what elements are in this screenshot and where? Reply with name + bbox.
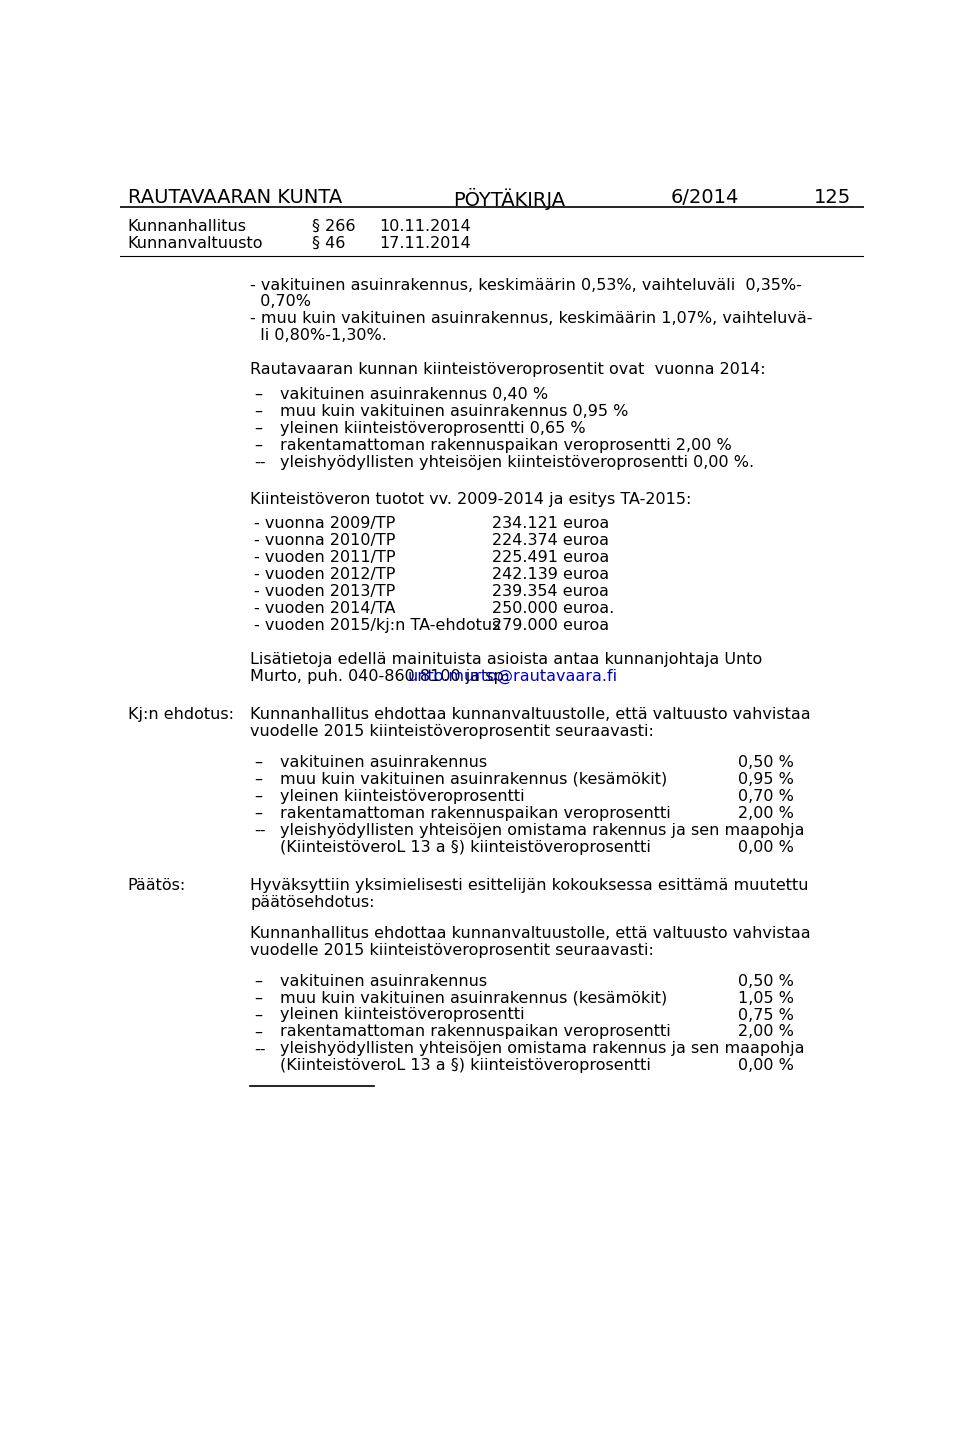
Text: 242.139 euroa: 242.139 euroa: [492, 567, 610, 583]
Text: 239.354 euroa: 239.354 euroa: [492, 584, 609, 599]
Text: –: –: [254, 991, 262, 1005]
Text: –: –: [254, 1024, 262, 1039]
Text: Hyväksyttiin yksimielisesti esittelijän kokouksessa esittämä muutettu: Hyväksyttiin yksimielisesti esittelijän …: [251, 878, 808, 894]
Text: –: –: [254, 974, 262, 988]
Text: PÖYTÄKIRJA: PÖYTÄKIRJA: [453, 189, 565, 211]
Text: yleinen kiinteistöveroprosentti: yleinen kiinteistöveroprosentti: [279, 1007, 524, 1023]
Text: Rautavaaran kunnan kiinteistöveroprosentit ovat  vuonna 2014:: Rautavaaran kunnan kiinteistöveroprosent…: [251, 362, 766, 378]
Text: Kunnanhallitus ehdottaa kunnanvaltuustolle, että valtuusto vahvistaa: Kunnanhallitus ehdottaa kunnanvaltuustol…: [251, 708, 811, 722]
Text: –: –: [254, 404, 262, 418]
Text: 0,00 %: 0,00 %: [738, 840, 794, 854]
Text: –: –: [254, 1007, 262, 1023]
Text: päätösehdotus:: päätösehdotus:: [251, 895, 374, 910]
Text: –: –: [254, 756, 262, 770]
Text: 0,70 %: 0,70 %: [738, 789, 794, 804]
Text: Lisätietoja edellä mainituista asioista antaa kunnanjohtaja Unto: Lisätietoja edellä mainituista asioista …: [251, 652, 762, 667]
Text: vuodelle 2015 kiinteistöveroprosentit seuraavasti:: vuodelle 2015 kiinteistöveroprosentit se…: [251, 943, 654, 958]
Text: 0,75 %: 0,75 %: [738, 1007, 794, 1023]
Text: muu kuin vakituinen asuinrakennus (kesämökit): muu kuin vakituinen asuinrakennus (kesäm…: [279, 772, 667, 788]
Text: - vuoden 2014/TA: - vuoden 2014/TA: [254, 602, 396, 616]
Text: 0,50 %: 0,50 %: [738, 756, 794, 770]
Text: 234.121 euroa: 234.121 euroa: [492, 516, 610, 532]
Text: Murto, puh. 040-860 8100 ja sp:: Murto, puh. 040-860 8100 ja sp:: [251, 668, 515, 684]
Text: unto.murto@rautavaara.fi: unto.murto@rautavaara.fi: [408, 668, 618, 684]
Text: yleinen kiinteistöveroprosentti 0,65 %: yleinen kiinteistöveroprosentti 0,65 %: [279, 421, 586, 436]
Text: 0,00 %: 0,00 %: [738, 1058, 794, 1074]
Text: –: –: [254, 772, 262, 788]
Text: Kunnanhallitus ehdottaa kunnanvaltuustolle, että valtuusto vahvistaa: Kunnanhallitus ehdottaa kunnanvaltuustol…: [251, 926, 811, 942]
Text: –: –: [254, 437, 262, 453]
Text: yleinen kiinteistöveroprosentti: yleinen kiinteistöveroprosentti: [279, 789, 524, 804]
Text: Kiinteistöveron tuotot vv. 2009-2014 ja esitys TA-2015:: Kiinteistöveron tuotot vv. 2009-2014 ja …: [251, 491, 691, 507]
Text: - vuonna 2009/TP: - vuonna 2009/TP: [254, 516, 396, 532]
Text: Kunnanhallitus: Kunnanhallitus: [128, 219, 247, 234]
Text: 6/2014: 6/2014: [670, 189, 738, 208]
Text: Kj:n ehdotus:: Kj:n ehdotus:: [128, 708, 233, 722]
Text: 2,00 %: 2,00 %: [738, 1024, 794, 1039]
Text: –: –: [254, 386, 262, 402]
Text: vakituinen asuinrakennus: vakituinen asuinrakennus: [279, 974, 487, 988]
Text: - vuoden 2011/TP: - vuoden 2011/TP: [254, 551, 396, 565]
Text: 225.491 euroa: 225.491 euroa: [492, 551, 610, 565]
Text: vakituinen asuinrakennus 0,40 %: vakituinen asuinrakennus 0,40 %: [279, 386, 548, 402]
Text: rakentamattoman rakennuspaikan veroprosentti: rakentamattoman rakennuspaikan veroprose…: [279, 806, 670, 821]
Text: (KiinteistöveroL 13 a §) kiinteistöveroprosentti: (KiinteistöveroL 13 a §) kiinteistöverop…: [279, 840, 651, 854]
Text: (KiinteistöveroL 13 a §) kiinteistöveroprosentti: (KiinteistöveroL 13 a §) kiinteistöverop…: [279, 1058, 651, 1074]
Text: - vakituinen asuinrakennus, keskimäärin 0,53%, vaihteluväli  0,35%-: - vakituinen asuinrakennus, keskimäärin …: [251, 278, 802, 292]
Text: 1,05 %: 1,05 %: [738, 991, 794, 1005]
Text: 0,70%: 0,70%: [251, 295, 311, 309]
Text: Kunnanvaltuusto: Kunnanvaltuusto: [128, 235, 263, 251]
Text: –: –: [254, 421, 262, 436]
Text: li 0,80%-1,30%.: li 0,80%-1,30%.: [251, 328, 387, 343]
Text: vakituinen asuinrakennus: vakituinen asuinrakennus: [279, 756, 487, 770]
Text: --: --: [254, 455, 266, 469]
Text: - vuoden 2013/TP: - vuoden 2013/TP: [254, 584, 396, 599]
Text: 224.374 euroa: 224.374 euroa: [492, 533, 609, 548]
Text: 0,50 %: 0,50 %: [738, 974, 794, 988]
Text: § 266: § 266: [312, 219, 356, 234]
Text: rakentamattoman rakennuspaikan veroprosentti 2,00 %: rakentamattoman rakennuspaikan veroprose…: [279, 437, 732, 453]
Text: RAUTAVAARAN KUNTA: RAUTAVAARAN KUNTA: [128, 189, 342, 208]
Text: 0,95 %: 0,95 %: [738, 772, 794, 788]
Text: –: –: [254, 789, 262, 804]
Text: –: –: [254, 806, 262, 821]
Text: 250.000 euroa.: 250.000 euroa.: [492, 602, 614, 616]
Text: --: --: [254, 1042, 266, 1056]
Text: 17.11.2014: 17.11.2014: [379, 235, 471, 251]
Text: muu kuin vakituinen asuinrakennus 0,95 %: muu kuin vakituinen asuinrakennus 0,95 %: [279, 404, 628, 418]
Text: muu kuin vakituinen asuinrakennus (kesämökit): muu kuin vakituinen asuinrakennus (kesäm…: [279, 991, 667, 1005]
Text: --: --: [254, 822, 266, 838]
Text: § 46: § 46: [312, 235, 346, 251]
Text: Päätös:: Päätös:: [128, 878, 186, 894]
Text: yleishyödyllisten yhteisöjen omistama rakennus ja sen maapohja: yleishyödyllisten yhteisöjen omistama ra…: [279, 822, 804, 838]
Text: 2,00 %: 2,00 %: [738, 806, 794, 821]
Text: - vuonna 2010/TP: - vuonna 2010/TP: [254, 533, 396, 548]
Text: - vuoden 2015/kj:n TA-ehdotus: - vuoden 2015/kj:n TA-ehdotus: [254, 618, 500, 634]
Text: vuodelle 2015 kiinteistöveroprosentit seuraavasti:: vuodelle 2015 kiinteistöveroprosentit se…: [251, 724, 654, 740]
Text: 125: 125: [814, 189, 851, 208]
Text: - vuoden 2012/TP: - vuoden 2012/TP: [254, 567, 396, 583]
Text: 279.000 euroa: 279.000 euroa: [492, 618, 610, 634]
Text: yleishyödyllisten yhteisöjen omistama rakennus ja sen maapohja: yleishyödyllisten yhteisöjen omistama ra…: [279, 1042, 804, 1056]
Text: - muu kuin vakituinen asuinrakennus, keskimäärin 1,07%, vaihteluvä-: - muu kuin vakituinen asuinrakennus, kes…: [251, 311, 813, 327]
Text: yleishyödyllisten yhteisöjen kiinteistöveroprosentti 0,00 %.: yleishyödyllisten yhteisöjen kiinteistöv…: [279, 455, 754, 469]
Text: rakentamattoman rakennuspaikan veroprosentti: rakentamattoman rakennuspaikan veroprose…: [279, 1024, 670, 1039]
Text: 10.11.2014: 10.11.2014: [379, 219, 471, 234]
